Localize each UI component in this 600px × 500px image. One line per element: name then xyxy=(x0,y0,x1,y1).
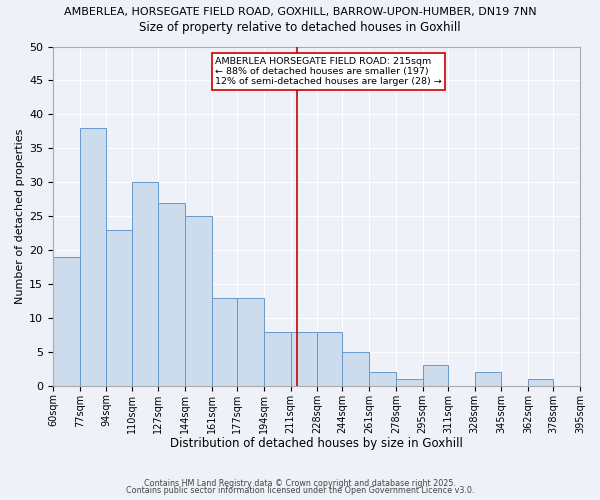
Bar xyxy=(396,379,422,386)
Bar xyxy=(212,298,237,386)
Text: AMBERLEA, HORSEGATE FIELD ROAD, GOXHILL, BARROW-UPON-HUMBER, DN19 7NN: AMBERLEA, HORSEGATE FIELD ROAD, GOXHILL,… xyxy=(64,8,536,18)
Bar xyxy=(131,182,158,386)
Text: Contains HM Land Registry data © Crown copyright and database right 2025.: Contains HM Land Registry data © Crown c… xyxy=(144,478,456,488)
Bar xyxy=(237,298,264,386)
Bar xyxy=(528,379,553,386)
Bar xyxy=(475,372,502,386)
Text: Size of property relative to detached houses in Goxhill: Size of property relative to detached ho… xyxy=(139,21,461,34)
Text: Contains public sector information licensed under the Open Government Licence v3: Contains public sector information licen… xyxy=(126,486,474,495)
Bar xyxy=(369,372,396,386)
Bar xyxy=(158,202,185,386)
Bar xyxy=(317,332,343,386)
X-axis label: Distribution of detached houses by size in Goxhill: Distribution of detached houses by size … xyxy=(170,437,463,450)
Y-axis label: Number of detached properties: Number of detached properties xyxy=(15,128,25,304)
Bar xyxy=(343,352,369,386)
Bar xyxy=(53,257,80,386)
Bar xyxy=(185,216,212,386)
Bar xyxy=(290,332,317,386)
Bar xyxy=(264,332,290,386)
Text: AMBERLEA HORSEGATE FIELD ROAD: 215sqm
← 88% of detached houses are smaller (197): AMBERLEA HORSEGATE FIELD ROAD: 215sqm ← … xyxy=(215,56,442,86)
Bar xyxy=(422,366,448,386)
Bar xyxy=(80,128,106,386)
Bar xyxy=(106,230,131,386)
